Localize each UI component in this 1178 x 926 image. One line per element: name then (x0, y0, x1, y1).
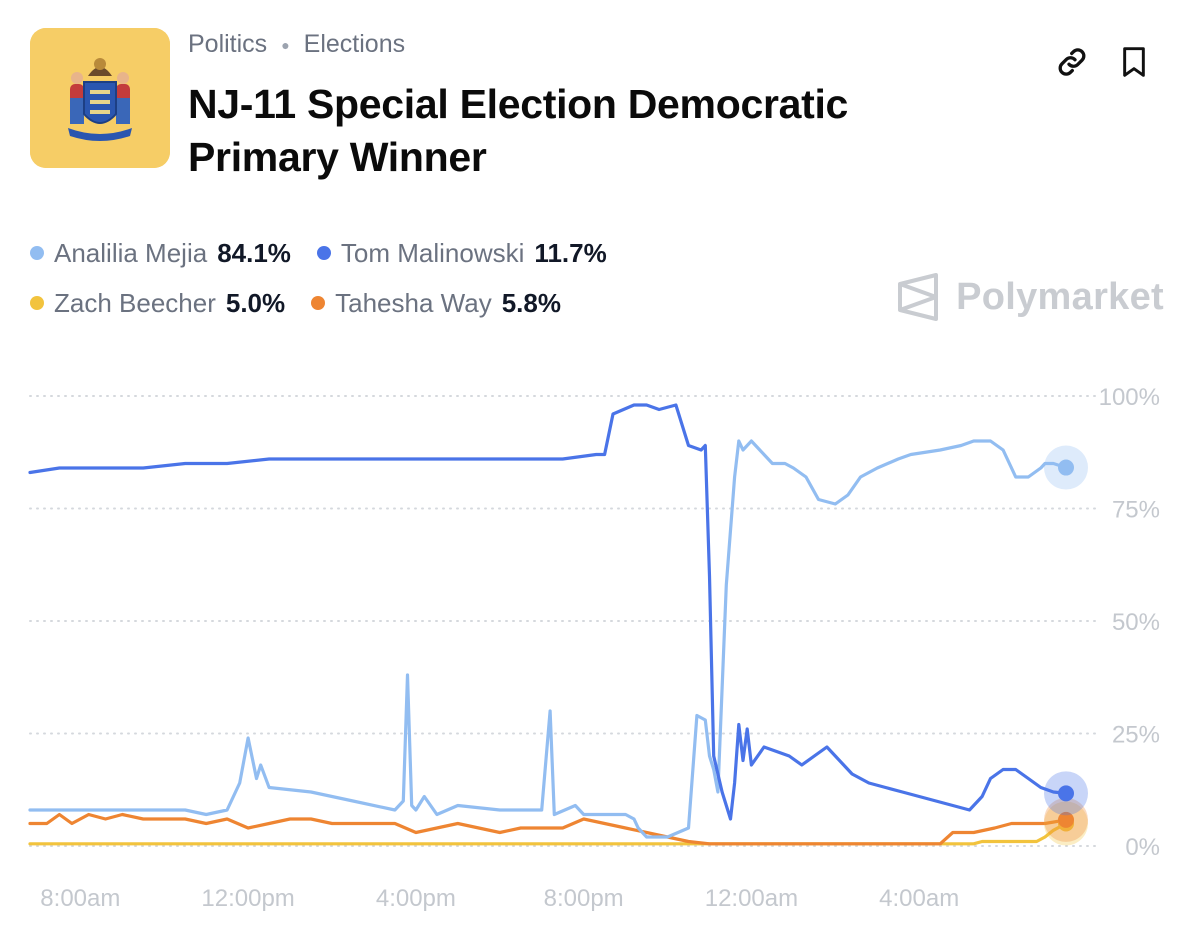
breadcrumb-elections[interactable]: Elections (303, 30, 406, 58)
page-title: NJ-11 Special Election Democratic Primar… (188, 81, 849, 180)
x-tick-label: 4:00pm (376, 885, 456, 912)
x-tick-label: 12:00pm (201, 885, 294, 912)
copy-link-button[interactable] (1052, 42, 1092, 82)
breadcrumb-separator: ● (281, 36, 290, 53)
legend-value: 11.7% (534, 237, 607, 268)
bookmark-icon (1123, 47, 1145, 77)
breadcrumb: Politics ● Elections (188, 30, 405, 59)
bookmark-button[interactable] (1114, 42, 1154, 82)
brand-name: Polymarket (956, 275, 1164, 318)
legend-item[interactable]: Tom Malinowski 11.7% (316, 237, 607, 269)
y-tick-label: 75% (1112, 497, 1160, 524)
link-icon (1058, 48, 1086, 76)
series-end-point (1058, 459, 1074, 476)
y-tick-label: 50% (1112, 609, 1160, 636)
legend-value: 84.1% (217, 237, 291, 268)
legend-name: Tom Malinowski (340, 237, 525, 268)
y-tick-label: 0% (1125, 834, 1160, 861)
polymarket-logo-icon (898, 273, 939, 321)
x-tick-label: 4:00am (879, 885, 959, 912)
legend-value: 5.8% (501, 287, 561, 318)
legend-swatch (311, 296, 326, 310)
x-tick-label: 12:00am (705, 885, 798, 912)
legend-swatch (30, 296, 44, 310)
new-jersey-flag-icon (30, 28, 170, 168)
y-tick-label: 100% (1099, 384, 1160, 411)
legend-item[interactable]: Tahesha Way 5.8% (311, 288, 561, 319)
series-line (28, 812, 1068, 846)
series-line (28, 403, 1068, 821)
series-end-point (1058, 811, 1074, 828)
x-tick-label: 8:00am (40, 885, 120, 912)
legend-item[interactable]: Zach Beecher 5.0% (30, 288, 285, 319)
legend-name: Tahesha Way (335, 287, 492, 318)
chart-legend: Analilia Mejia 84.1% Tom Malinowski 11.7… (30, 228, 633, 328)
legend-swatch (316, 246, 331, 260)
breadcrumb-politics[interactable]: Politics (188, 30, 268, 58)
series-line (28, 439, 1068, 839)
legend-name: Analilia Mejia (54, 237, 208, 268)
market-logo (30, 28, 170, 168)
x-tick-label: 8:00pm (544, 885, 624, 912)
series-end-point (1058, 785, 1074, 802)
legend-row: Zach Beecher 5.0% Tahesha Way 5.8% (30, 278, 633, 328)
polymarket-watermark: Polymarket (896, 272, 1164, 322)
header-actions (1052, 42, 1154, 82)
legend-value: 5.0% (225, 287, 286, 318)
legend-row: Analilia Mejia 84.1% Tom Malinowski 11.7… (30, 228, 633, 278)
legend-swatch (30, 246, 44, 260)
legend-item[interactable]: Analilia Mejia 84.1% (30, 238, 291, 269)
legend-name: Zach Beecher (54, 287, 216, 318)
y-tick-label: 25% (1112, 722, 1160, 749)
